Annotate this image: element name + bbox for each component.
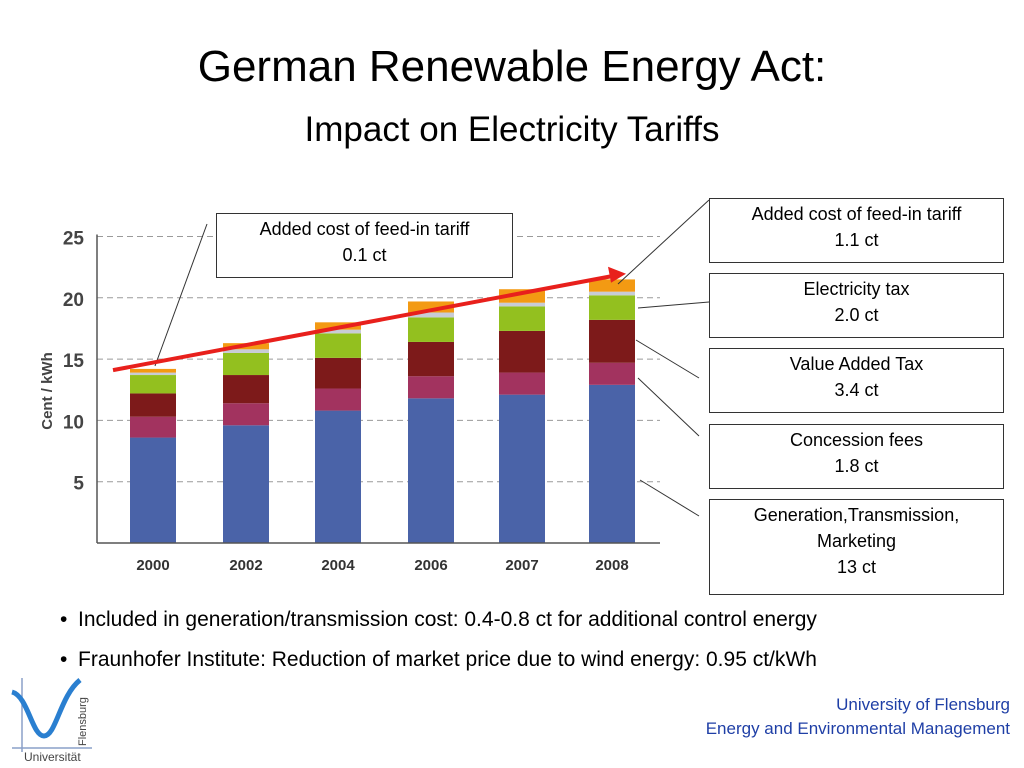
bullet-text: Included in generation/transmission cost… (78, 608, 817, 631)
y-tick-label: 10 (63, 412, 84, 433)
page-subtitle: Impact on Electricity Tariffs (304, 110, 720, 149)
y-tick-label: 5 (73, 474, 84, 495)
bar-segment (589, 295, 635, 320)
logo-word-universitat: Universität (24, 750, 81, 764)
callout-value: 1.1 ct (834, 230, 879, 250)
trend-line-stroke (112, 273, 615, 373)
bar-segment (223, 352, 269, 376)
callout-text: Electricity tax (803, 279, 910, 299)
page-title: German Renewable Energy Act: (197, 42, 827, 91)
bar-segment (130, 372, 176, 376)
connector-line (617, 199, 710, 285)
bar-segment (408, 312, 454, 318)
x-tick-label: 2007 (505, 557, 538, 574)
axes: Cent / kWh (39, 234, 660, 544)
bar-segment (408, 398, 454, 543)
bar-segment (499, 302, 545, 307)
bar-segment (315, 329, 361, 334)
callout-text: Generation,Transmission, (753, 505, 960, 525)
bar-segment (315, 333, 361, 358)
connector-line (635, 339, 700, 379)
callout-value: 2.0 ct (834, 305, 879, 325)
callout-text: Marketing (816, 531, 897, 551)
x-tick-label: 2000 (136, 557, 169, 574)
bar-segment (130, 375, 176, 394)
x-tick-label: 2006 (414, 557, 447, 574)
bar-segment (315, 388, 361, 411)
trend-arrowhead (608, 266, 626, 283)
trend-line (112, 266, 626, 373)
bar-segment (499, 306, 545, 331)
bar-segment (223, 425, 269, 543)
callout-text: Value Added Tax (789, 354, 924, 374)
callout-feed-in-2000: Added cost of feed-in tariff 0.1 ct (216, 213, 513, 278)
bar-segment (130, 393, 176, 417)
callout-value: 1.8 ct (834, 456, 879, 476)
callout-electricity-tax: Electricity tax 2.0 ct (709, 273, 1004, 338)
bar-segment (130, 416, 176, 438)
bar-segment (130, 368, 176, 373)
callout-value: 13 ct (836, 557, 877, 577)
bar-segment (589, 384, 635, 543)
logo-word-flensburg: Flensburg (77, 697, 89, 746)
connector-line (637, 301, 710, 309)
bar-segment (223, 349, 269, 353)
bar-segment (408, 317, 454, 342)
footer: University of Flensburg Energy and Envir… (706, 693, 1010, 741)
callout-generation: Generation,Transmission, Marketing 13 ct (709, 499, 1004, 595)
y-tick-label: 20 (63, 290, 84, 311)
bars (130, 279, 635, 543)
bar-segment (499, 372, 545, 395)
callout-value: 0.1 ct (342, 245, 387, 265)
connector-line (154, 223, 208, 367)
x-tick-label: 2008 (595, 557, 628, 574)
bar-segment (499, 330, 545, 373)
bar-segment (130, 437, 176, 543)
connector-line (637, 377, 700, 437)
bullet-list: • Included in generation/transmission co… (60, 608, 817, 688)
bar-segment (408, 301, 454, 313)
bar-segment (223, 403, 269, 426)
callout-text: Concession fees (789, 430, 924, 450)
x-tick-label: 2004 (321, 557, 355, 574)
bar-segment (315, 357, 361, 389)
callout-value: 3.4 ct (834, 380, 879, 400)
footer-department: Energy and Environmental Management (705, 719, 1010, 738)
university-logo: Flensburg Universität (10, 678, 92, 764)
callout-connectors (154, 199, 710, 517)
bar-segment (589, 362, 635, 385)
callout-text: Added cost of feed-in tariff (751, 204, 962, 224)
callout-feed-in: Added cost of feed-in tariff 1.1 ct (709, 198, 1004, 263)
bar-segment (408, 341, 454, 377)
bar-segment (223, 375, 269, 404)
bar-segment (589, 319, 635, 363)
footer-university: University of Flensburg (836, 695, 1010, 714)
list-item: • Included in generation/transmission co… (60, 608, 817, 648)
bar-segment (408, 376, 454, 399)
callout-vat: Value Added Tax 3.4 ct (709, 348, 1004, 413)
bar-segment (315, 410, 361, 543)
x-tick-label: 2002 (229, 557, 262, 574)
bullet-text: Fraunhofer Institute: Reduction of marke… (78, 648, 817, 671)
bullet-dot: • (60, 608, 68, 631)
bar-segment (589, 291, 635, 296)
bar-segment (589, 279, 635, 292)
callout-concession: Concession fees 1.8 ct (709, 424, 1004, 489)
callout-text: Added cost of feed-in tariff (259, 219, 470, 239)
tick-labels: 5 10 15 20 25 2000 2002 2004 2006 2007 2008 (63, 229, 629, 575)
y-tick-label: 15 (63, 351, 85, 372)
bar-segment (499, 394, 545, 543)
connector-line (639, 479, 700, 517)
y-axis-label: Cent / kWh (39, 352, 56, 430)
bullet-dot: • (60, 648, 68, 671)
y-tick-label: 25 (63, 229, 85, 250)
list-item: • Fraunhofer Institute: Reduction of mar… (60, 648, 817, 688)
